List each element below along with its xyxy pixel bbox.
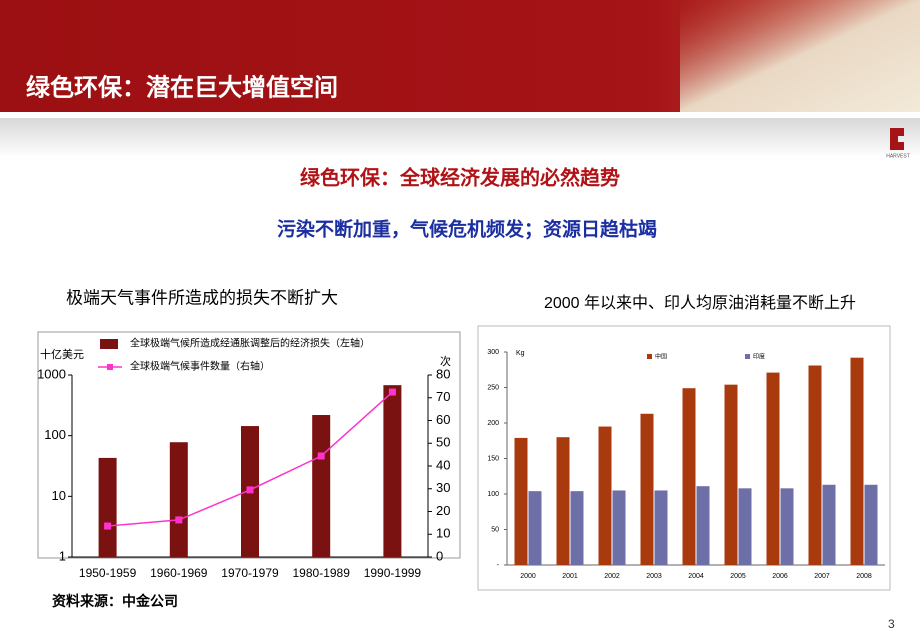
y2-tick-label: 10 xyxy=(436,526,450,541)
bar xyxy=(598,426,612,565)
y-tick-label: 300 xyxy=(487,349,499,356)
x-tick-label: 1950-1959 xyxy=(79,566,137,580)
y2-tick-label: 70 xyxy=(436,389,450,404)
bar xyxy=(780,488,794,565)
x-tick-label: 1970-1979 xyxy=(221,566,279,580)
y-axis-label: 十亿美元 xyxy=(40,347,84,361)
line-point xyxy=(246,486,254,494)
tagline: 污染不断加重，气候危机频发；资源日趋枯竭 xyxy=(277,217,657,240)
x-tick-label: 1990-1999 xyxy=(364,566,422,580)
x-tick-label: 2007 xyxy=(814,573,830,580)
chart-oil: 2000 年以来中、印人均原油消耗量不断上升 Kg - 50 100 150 200 250… xyxy=(477,294,891,591)
header-title: 绿色环保：潜在巨大增值空间 xyxy=(26,74,338,102)
bar xyxy=(808,365,822,565)
y-tick-label: 10 xyxy=(52,488,66,503)
legend-swatch xyxy=(745,354,750,359)
y-tick-label: 1 xyxy=(59,548,66,563)
bar xyxy=(169,442,188,557)
legend-label: 印度 xyxy=(753,353,765,361)
bar xyxy=(383,385,402,557)
bar xyxy=(654,490,668,565)
y2-tick-label: 60 xyxy=(436,412,450,427)
bar xyxy=(738,488,752,565)
source-note: 资料来源：中金公司 xyxy=(52,593,178,610)
gray-band xyxy=(0,118,920,158)
line-point xyxy=(175,516,183,524)
y-tick-label: 100 xyxy=(44,427,66,442)
line-point xyxy=(317,452,325,460)
bar xyxy=(696,486,710,565)
x-tick-label: 2003 xyxy=(646,573,662,580)
x-tick-label: 1960-1969 xyxy=(150,566,208,580)
x-tick-label: 1980-1989 xyxy=(293,566,351,580)
legend-swatch xyxy=(647,354,652,359)
page-number: 3 xyxy=(888,617,895,631)
x-tick-label: 2001 xyxy=(562,573,578,580)
y2-tick-label: 20 xyxy=(436,503,450,518)
chart-title: 极端天气事件所造成的损失不断扩大 xyxy=(66,288,338,307)
subtitle: 绿色环保：全球经济发展的必然趋势 xyxy=(300,166,620,190)
x-tick-label: 2005 xyxy=(730,573,746,580)
line-point xyxy=(388,388,396,396)
x-tick-label: 2006 xyxy=(772,573,788,580)
line-point xyxy=(104,522,112,530)
y-tick-label: 150 xyxy=(487,455,499,462)
bar xyxy=(766,372,780,565)
y2-tick-label: 50 xyxy=(436,435,450,450)
y-tick-label: 100 xyxy=(487,491,499,498)
legend-swatch xyxy=(100,339,118,349)
bar xyxy=(570,491,584,565)
bar xyxy=(312,415,331,557)
bar xyxy=(822,484,836,565)
y-tick-label: 200 xyxy=(487,420,499,427)
logo-text: HARVEST xyxy=(886,153,910,159)
legend-label: 全球极端气候所造成经通胀调整后的经济损失（左轴） xyxy=(130,337,370,350)
y-tick-label: 250 xyxy=(487,384,499,391)
y-tick-label: - xyxy=(497,562,500,569)
bar xyxy=(98,457,117,557)
logo-icon xyxy=(890,128,904,150)
x-tick-label: 2002 xyxy=(604,573,620,580)
header-photo xyxy=(680,0,920,112)
y-tick-label: 1000 xyxy=(37,366,66,381)
bar xyxy=(682,388,696,565)
header-divider xyxy=(0,112,920,118)
bar xyxy=(864,484,878,565)
bar xyxy=(514,437,528,565)
bar xyxy=(528,491,542,565)
x-tick-label: 2004 xyxy=(688,573,704,580)
y2-tick-label: 0 xyxy=(436,548,443,563)
y2-axis-label: 次 xyxy=(440,354,451,368)
y-axis-label: Kg xyxy=(516,350,525,357)
bar xyxy=(850,357,864,565)
bar xyxy=(640,413,654,565)
bar xyxy=(724,384,738,565)
x-tick-label: 2000 xyxy=(520,573,536,580)
legend-label: 中国 xyxy=(655,353,667,361)
legend-label: 全球极端气候事件数量（右轴） xyxy=(130,360,270,373)
x-tick-label: 2008 xyxy=(856,573,872,580)
y-tick-label: 50 xyxy=(491,526,499,533)
bar xyxy=(612,490,626,565)
y2-tick-label: 80 xyxy=(436,366,450,381)
plot-frame xyxy=(477,325,891,591)
bar xyxy=(556,437,570,565)
y2-tick-label: 30 xyxy=(436,480,450,495)
chart-title: 2000 年以来中、印人均原油消耗量不断上升 xyxy=(544,294,856,312)
plot-frame xyxy=(37,331,461,559)
y2-tick-label: 40 xyxy=(436,457,450,472)
legend-swatch xyxy=(107,364,113,370)
